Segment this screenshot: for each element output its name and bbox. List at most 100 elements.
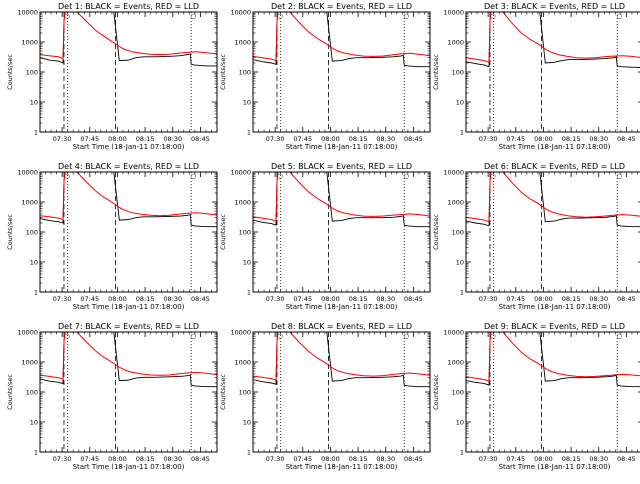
y-axis-label: Counts/sec [432,374,440,410]
y-tick-label: 10000 [17,9,38,17]
x-tick-label: 07:30 [266,135,285,143]
x-tick-label: 07:30 [479,455,498,463]
plot-frame [252,331,431,453]
x-tick-label: 07:30 [53,295,72,303]
x-tick-label: 08:00 [108,295,127,303]
series-lld-line [253,12,430,62]
panel-data [40,172,217,228]
x-tick-label: 07:30 [53,455,72,463]
x-tick-label: 07:45 [506,135,525,143]
series-events-line [40,172,217,228]
x-tick-label: 08:45 [404,295,423,303]
x-tick-label: 08:15 [562,295,581,303]
peak-marker: ○ [616,172,622,180]
x-tick-label: 07:45 [293,295,312,303]
x-tick-label: 08:15 [349,455,368,463]
series-lld-line [466,332,640,382]
x-tick-label: 07:30 [479,135,498,143]
x-tick-label: 08:30 [589,455,608,463]
x-tick-label: 08:00 [534,295,553,303]
series-lld-line [40,172,217,221]
panel-data [466,332,640,388]
x-axis-label: Start Time (18-Jan-11 07:18:00) [73,463,185,471]
panel-data [466,12,640,68]
y-tick-label: 10 [30,419,38,427]
x-tick-label: 08:45 [191,455,210,463]
x-tick-label: 08:30 [376,455,395,463]
peak-marker: ○ [616,12,622,20]
y-tick-label: 1000 [21,39,38,47]
x-tick-label: 07:45 [293,455,312,463]
x-axis-label: Start Time (18-Jan-11 07:18:00) [499,143,611,151]
y-tick-label: 10000 [443,9,464,17]
y-tick-label: 1000 [447,199,464,207]
series-events-line [466,12,640,68]
y-tick-label: 1 [247,449,251,457]
y-tick-label: 10000 [230,329,251,337]
y-tick-label: 1 [247,289,251,297]
y-axis-label: Counts/sec [432,214,440,250]
y-tick-label: 100 [452,389,464,397]
peak-marker: ○ [490,172,496,180]
y-tick-label: 1 [460,289,464,297]
y-tick-label: 100 [452,229,464,237]
plot-frame [465,331,640,453]
peak-marker: ○ [403,332,409,340]
peak-marker: ○ [190,332,196,340]
panel-title: Det 4: BLACK = Events, RED = LLD [58,162,199,171]
panel-title: Det 3: BLACK = Events, RED = LLD [484,2,625,11]
y-tick-label: 100 [26,69,38,77]
x-tick-label: 07:45 [80,295,99,303]
x-axis-label: Start Time (18-Jan-11 07:18:00) [286,463,398,471]
plot-frame [465,11,640,133]
series-lld-line [40,12,217,60]
panel-title: Det 9: BLACK = Events, RED = LLD [484,322,625,331]
y-tick-label: 10000 [230,9,251,17]
x-tick-label: 08:45 [617,135,636,143]
y-tick-label: 10 [243,259,251,267]
series-lld-line [253,172,430,222]
series-events-line [253,12,430,68]
y-axis-label: Counts/sec [6,54,14,90]
x-tick-label: 08:15 [136,295,155,303]
y-tick-label: 10 [456,419,464,427]
x-axis-label: Start Time (18-Jan-11 07:18:00) [73,303,185,311]
peak-marker: ○ [64,332,70,340]
panel-data [253,12,430,68]
peak-marker: ○ [490,332,496,340]
x-tick-label: 08:45 [404,455,423,463]
plot-frame [39,331,218,453]
series-lld-line [40,332,217,380]
peak-marker: ○ [403,172,409,180]
plot-frame [465,171,640,293]
y-tick-label: 10 [243,99,251,107]
y-tick-label: 1000 [234,359,251,367]
peak-marker: ○ [277,172,283,180]
series-events-line [466,172,640,228]
plot-frame [252,171,431,293]
y-tick-label: 100 [239,69,251,77]
panel-title: Det 2: BLACK = Events, RED = LLD [271,2,412,11]
x-tick-label: 08:30 [589,295,608,303]
y-tick-label: 10 [456,99,464,107]
y-tick-label: 1 [34,129,38,137]
x-tick-label: 07:30 [479,295,498,303]
y-tick-label: 10 [30,259,38,267]
panel-data [253,332,430,388]
y-tick-label: 1 [460,129,464,137]
y-tick-label: 100 [26,229,38,237]
x-tick-label: 08:45 [617,295,636,303]
x-tick-label: 08:30 [376,295,395,303]
panel-title: Det 7: BLACK = Events, RED = LLD [58,322,199,331]
x-tick-label: 08:15 [349,295,368,303]
peak-marker: ○ [490,12,496,20]
y-tick-label: 1000 [234,39,251,47]
panel-det-9: Det 9: BLACK = Events, RED = LLD○ ○ 1 10 100… [432,322,640,471]
y-tick-label: 1000 [234,199,251,207]
plot-frame [252,11,431,133]
x-tick-label: 07:45 [506,455,525,463]
y-axis-label: Counts/sec [432,54,440,90]
y-tick-label: 100 [239,229,251,237]
y-axis-label: Counts/sec [219,214,227,250]
x-tick-label: 08:45 [191,295,210,303]
